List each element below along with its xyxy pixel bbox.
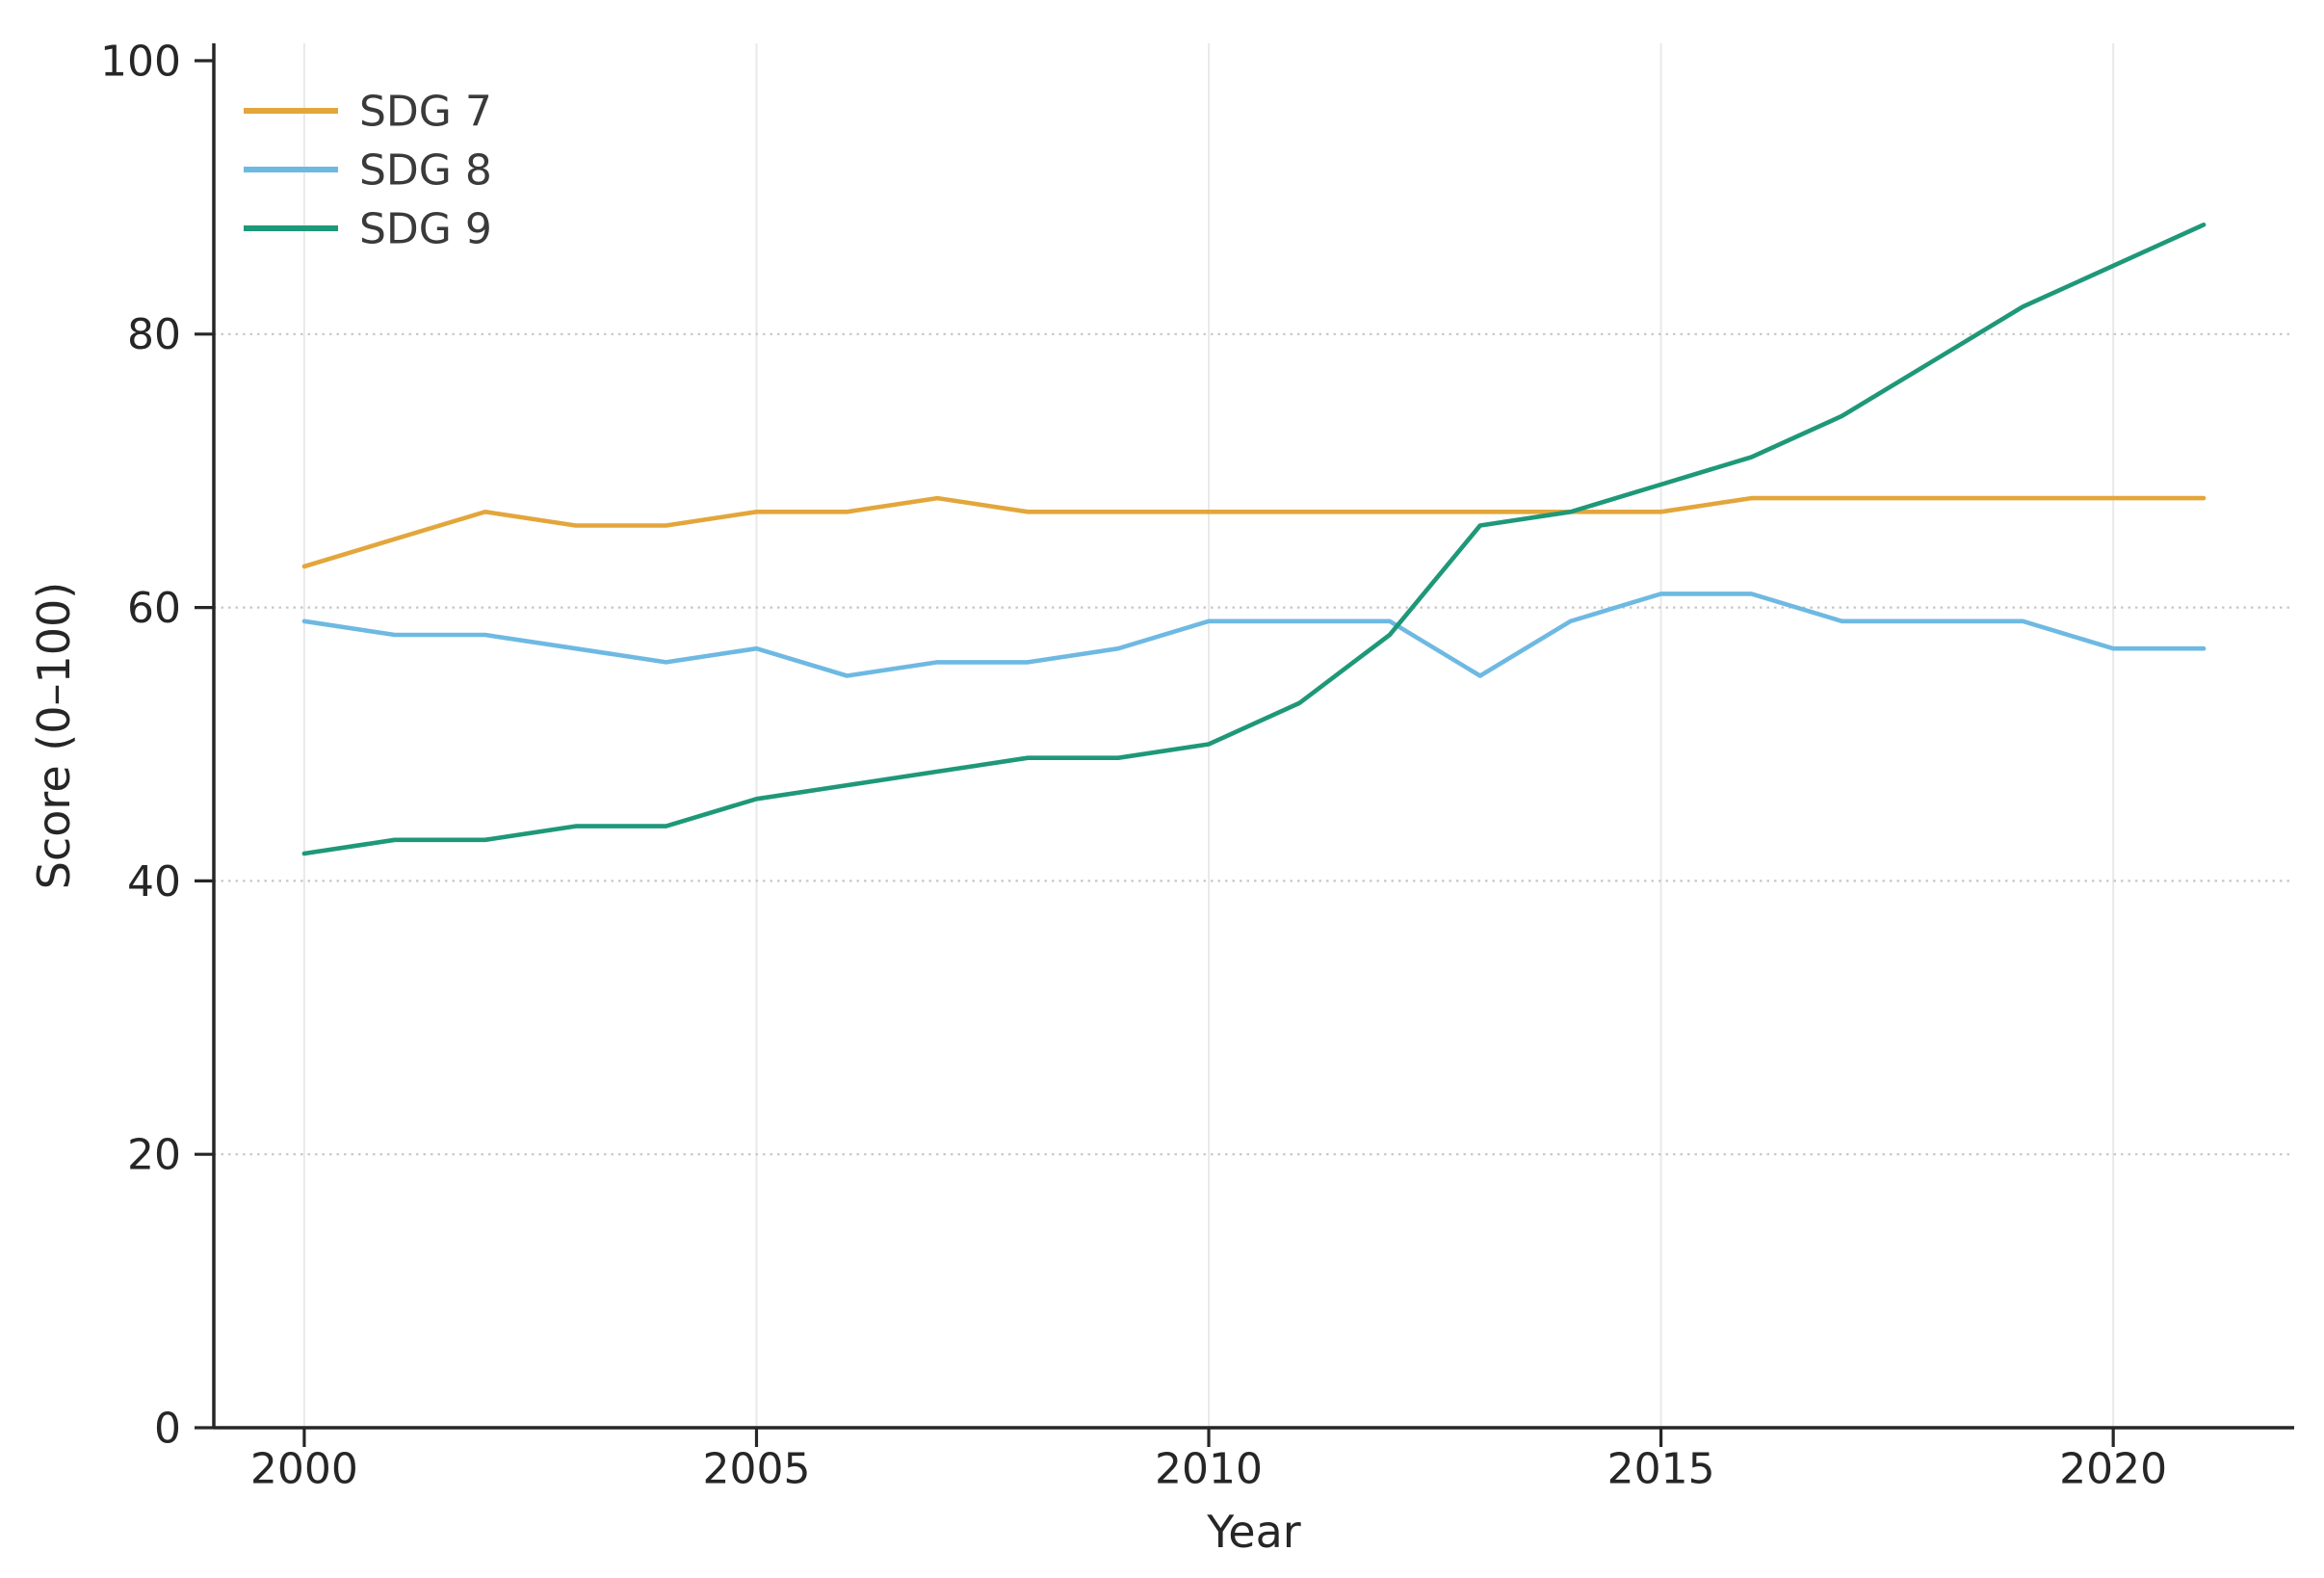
horizontal-gridlines: [214, 332, 2294, 1156]
y-tick-label: 0: [154, 1404, 181, 1453]
axis-labels: Year Score (0–100): [28, 582, 1301, 1558]
series-line-sdg-9: [301, 223, 2206, 856]
x-tick-label: 2005: [702, 1444, 810, 1493]
legend-item: SDG 8: [244, 145, 492, 195]
legend-label: SDG 9: [359, 204, 492, 253]
x-tick-label: 2015: [1607, 1444, 1715, 1493]
x-axis-title: Year: [1206, 1506, 1300, 1558]
x-tick-label: 2000: [250, 1444, 358, 1493]
legend-item: SDG 9: [244, 204, 492, 253]
y-tick-label: 60: [127, 584, 181, 633]
legend: SDG 7 SDG 8 SDG 9: [244, 87, 492, 253]
x-tick-label: 2010: [1155, 1444, 1263, 1493]
series-line-sdg-8: [301, 592, 2206, 678]
x-tick-label: 2020: [2059, 1444, 2167, 1493]
y-tick-label: 80: [127, 310, 181, 359]
legend-label: SDG 8: [359, 145, 492, 195]
vertical-gridlines: [302, 43, 2115, 1428]
series-line-sdg-7: [301, 495, 2206, 569]
axes: [212, 43, 2294, 1430]
series-lines: [301, 223, 2206, 856]
legend-item: SDG 7: [244, 87, 492, 136]
tick-marks: [195, 59, 2115, 1447]
y-axis-title: Score (0–100): [28, 582, 80, 889]
y-tick-label: 20: [127, 1131, 181, 1180]
y-tick-label: 40: [127, 857, 181, 907]
y-tick-label: 100: [100, 37, 181, 86]
legend-label: SDG 7: [359, 87, 492, 136]
tick-labels: 2000 2005 2010 2015 2020 0 20 40 60 80 100: [100, 37, 2167, 1493]
